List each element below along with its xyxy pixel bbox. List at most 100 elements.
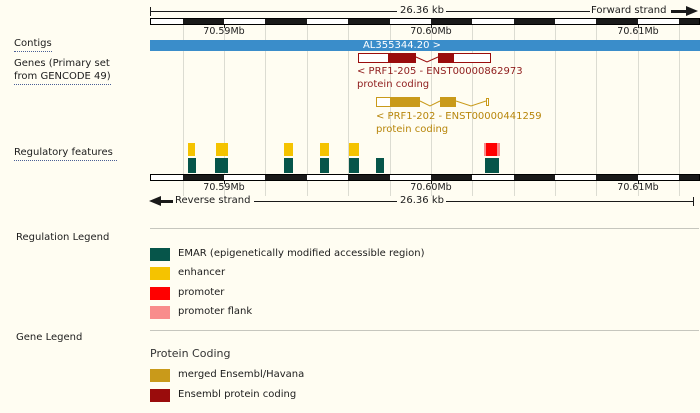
reverse-strand-arrow-tail (160, 200, 173, 203)
transcript-label[interactable]: < PRF1-205 - ENST00000862973 (357, 66, 523, 77)
regulatory-feature-enhancer[interactable] (284, 143, 293, 156)
exon[interactable] (391, 97, 420, 107)
contig-bar[interactable]: AL355344.20 > (150, 40, 700, 51)
legend-swatch (150, 267, 170, 280)
ruler-tick-mark (431, 25, 432, 28)
intron[interactable] (419, 97, 441, 107)
intron[interactable] (415, 53, 439, 63)
gridline (265, 25, 266, 196)
exon[interactable] (440, 97, 456, 107)
forward-strand-arrow-tail (671, 10, 687, 13)
ruler-segment (265, 19, 307, 24)
gridline (679, 25, 680, 196)
scalebar-label: 26.36 kb (400, 195, 444, 206)
transcript-biotype[interactable]: protein coding (376, 124, 449, 135)
legend-swatch (150, 287, 170, 300)
legend-label: promoter (178, 287, 225, 298)
legend-label: promoter flank (178, 306, 253, 317)
legend-swatch (150, 248, 170, 261)
legend-label: enhancer (178, 267, 226, 278)
utr-exon[interactable] (376, 97, 391, 107)
contig-bar-label[interactable]: AL355344.20 > (362, 40, 442, 51)
gridline (431, 25, 432, 196)
regulatory-feature-emar[interactable] (349, 158, 359, 173)
track-label-genes-line1[interactable]: Genes (Primary set (14, 58, 110, 69)
separator (150, 330, 699, 331)
ruler-tick-label: 70.59Mb (203, 182, 245, 193)
track-label-regulatory[interactable]: Regulatory features (14, 147, 117, 161)
regulatory-feature-emar[interactable] (376, 158, 384, 173)
ruler-tick-label: 70.59Mb (203, 26, 245, 37)
ruler-tick-mark (638, 181, 639, 184)
regulatory-feature-emar[interactable] (284, 158, 293, 173)
ruler-segment (596, 175, 638, 180)
track-label-genes-line2[interactable]: from GENCODE 49) (14, 71, 111, 85)
legend-swatch (150, 389, 170, 402)
regulatory-feature-emar[interactable] (215, 158, 228, 173)
gridline (472, 25, 473, 196)
ruler-segment (679, 19, 699, 24)
ruler-tick-mark (638, 25, 639, 28)
regulatory-feature-emar[interactable] (320, 158, 329, 173)
legend-swatch (150, 369, 170, 382)
ruler-tick-label: 70.60Mb (410, 182, 452, 193)
forward-strand-arrow-icon (686, 6, 698, 16)
gridline (638, 25, 639, 196)
exon[interactable] (389, 53, 416, 63)
gene-legend-heading: Protein Coding (150, 347, 231, 360)
utr-exon[interactable] (358, 53, 389, 63)
ruler-segment (514, 175, 555, 180)
gridline (596, 25, 597, 196)
scalebar-label: 26.36 kb (400, 5, 444, 16)
scalebar-line (446, 11, 590, 12)
track-label-contigs[interactable]: Contigs (14, 38, 52, 52)
scalebar-end-tick (693, 197, 694, 206)
ruler-segment (348, 175, 390, 180)
gridline (390, 25, 391, 196)
gridline (307, 25, 308, 196)
ruler-top (150, 18, 700, 25)
transcript-biotype[interactable]: protein coding (357, 79, 430, 90)
regulatory-feature-emar[interactable] (188, 158, 196, 173)
intron[interactable] (455, 97, 487, 107)
ruler-tick-mark (431, 181, 432, 184)
legend-swatch (150, 306, 170, 319)
gridline (224, 25, 225, 196)
reverse-strand-arrow-icon (149, 196, 161, 206)
regulatory-feature-enhancer[interactable] (216, 143, 228, 156)
scalebar-line (150, 11, 397, 12)
scalebar-line (446, 201, 693, 202)
regulatory-feature-promoter[interactable] (486, 143, 497, 156)
utr-exon[interactable] (453, 53, 491, 63)
forward-strand-label: Forward strand (591, 5, 667, 16)
ruler-segment (265, 175, 307, 180)
ruler-segment (514, 19, 555, 24)
ruler-segment (183, 19, 224, 24)
ruler-tick-mark (224, 181, 225, 184)
gene-legend-title: Gene Legend (16, 332, 83, 343)
regulatory-feature-enhancer[interactable] (188, 143, 195, 156)
regulatory-feature-enhancer[interactable] (320, 143, 329, 156)
exon[interactable] (438, 53, 453, 63)
transcript-end[interactable] (486, 98, 489, 106)
regulatory-feature-emar[interactable] (485, 158, 499, 173)
gridline (514, 25, 515, 196)
ruler-bottom (150, 174, 700, 181)
scalebar-line (254, 201, 397, 202)
reverse-strand-label: Reverse strand (175, 195, 251, 206)
legend-label: Ensembl protein coding (178, 389, 297, 400)
separator (150, 228, 699, 229)
regulatory-feature-enhancer[interactable] (349, 143, 359, 156)
legend-label: EMAR (epigenetically modified accessible… (178, 248, 425, 259)
ruler-segment (596, 19, 638, 24)
gridline (348, 25, 349, 196)
ruler-segment (348, 19, 390, 24)
ruler-tick-mark (224, 25, 225, 28)
ruler-segment (183, 175, 224, 180)
transcript-label[interactable]: < PRF1-202 - ENST00000441259 (376, 111, 542, 122)
ruler-tick-label: 70.61Mb (617, 26, 659, 37)
gridline (555, 25, 556, 196)
regulation-legend-title: Regulation Legend (16, 232, 110, 243)
ruler-tick-label: 70.60Mb (410, 26, 452, 37)
